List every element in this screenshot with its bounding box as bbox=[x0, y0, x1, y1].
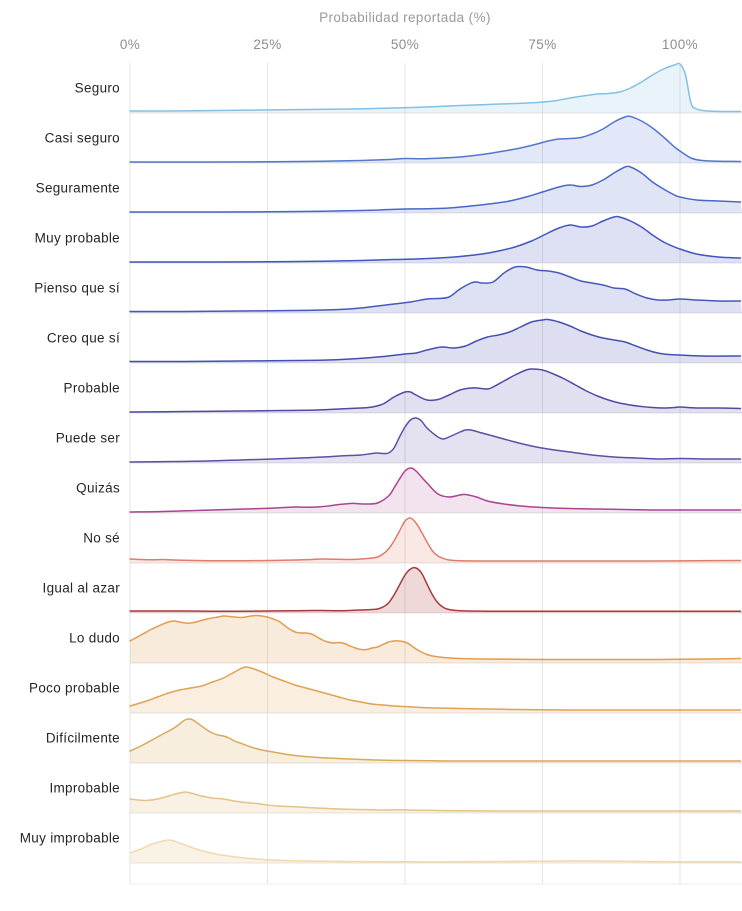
density-row bbox=[129, 62, 742, 113]
density-row bbox=[129, 318, 742, 363]
density-row bbox=[129, 614, 742, 663]
row-label: Creo que sí bbox=[46, 330, 120, 346]
row-label: Lo dudo bbox=[69, 630, 120, 646]
x-tick-label: 0% bbox=[119, 37, 141, 52]
x-axis-title: Probabilidad reportada (%) bbox=[319, 10, 491, 25]
x-tick-label: 25% bbox=[253, 37, 282, 52]
density-row bbox=[129, 718, 742, 763]
row-label: Probable bbox=[63, 380, 120, 396]
row-label: Pienso que sí bbox=[34, 280, 120, 296]
row-label: Seguro bbox=[74, 80, 120, 96]
row-label: Muy probable bbox=[34, 230, 120, 246]
row-label: No sé bbox=[83, 530, 120, 546]
row-label: Poco probable bbox=[29, 680, 120, 696]
density-row bbox=[129, 265, 742, 313]
row-label: Seguramente bbox=[35, 180, 120, 196]
row-label: Igual al azar bbox=[42, 580, 120, 596]
density-row bbox=[129, 215, 742, 263]
density-row bbox=[129, 791, 742, 813]
row-label: Quizás bbox=[76, 480, 120, 496]
density-row bbox=[129, 115, 742, 163]
density-row bbox=[129, 368, 742, 413]
row-label: Puede ser bbox=[55, 430, 120, 446]
density-row bbox=[129, 467, 742, 513]
row-label: Muy improbable bbox=[19, 830, 120, 846]
density-row bbox=[129, 417, 742, 463]
density-row bbox=[129, 517, 742, 563]
density-row bbox=[129, 666, 742, 713]
x-tick-label: 75% bbox=[528, 37, 557, 52]
density-row bbox=[129, 839, 742, 863]
density-row bbox=[129, 165, 742, 213]
x-tick-label: 100% bbox=[661, 37, 699, 52]
x-tick-label: 50% bbox=[390, 37, 420, 52]
row-label: Improbable bbox=[49, 780, 120, 796]
row-label: Difícilmente bbox=[45, 730, 120, 746]
density-row bbox=[129, 566, 742, 613]
row-label: Casi seguro bbox=[44, 130, 120, 146]
